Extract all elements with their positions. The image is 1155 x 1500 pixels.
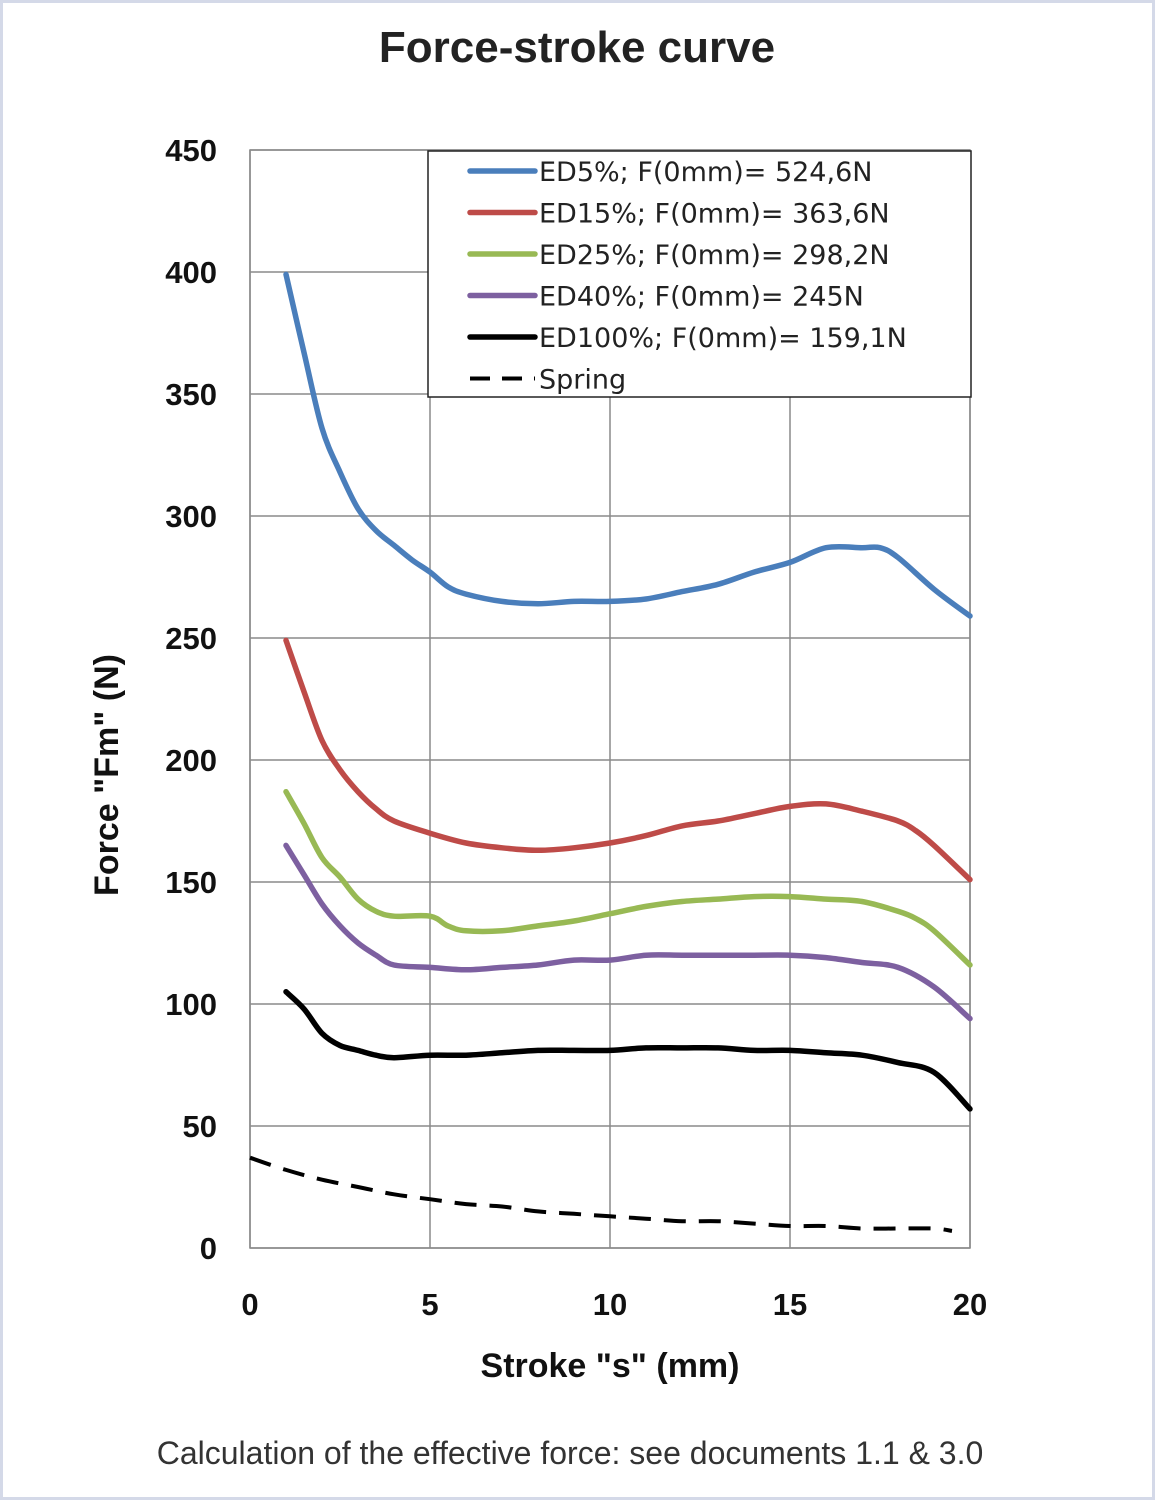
x-tick-label: 20	[953, 1287, 987, 1322]
y-tick-label: 100	[165, 987, 217, 1022]
y-axis-label: Force "Fm" (N)	[88, 654, 126, 896]
x-tick-label: 5	[421, 1287, 438, 1322]
x-tick-label: 15	[773, 1287, 807, 1322]
y-tick-label: 50	[183, 1109, 217, 1144]
caption: Calculation of the effective force: see …	[157, 1435, 984, 1471]
y-tick-label: 250	[165, 621, 217, 656]
y-tick-label: 450	[165, 133, 217, 168]
x-axis-label: Stroke "s" (mm)	[481, 1347, 740, 1385]
series-line-1	[283, 271, 973, 619]
legend-box	[427, 150, 972, 398]
y-tick-label: 300	[165, 499, 217, 534]
y-tick-label: 200	[165, 743, 217, 778]
series-line-4	[283, 842, 973, 1022]
legend-label-6: Spring	[539, 365, 626, 396]
series-line-5	[283, 989, 973, 1112]
series-line-3	[283, 788, 973, 968]
y-tick-label: 400	[165, 255, 217, 290]
y-tick-label: 0	[200, 1231, 217, 1266]
series-line-2	[283, 637, 973, 883]
chart-title: Force-stroke curve	[379, 23, 775, 72]
series-line-6	[249, 1155, 953, 1233]
legend: ED5%; F(0mm)= 524,6N ED15%; F(0mm)= 363,6…	[427, 150, 972, 398]
x-tick-labels: 0 5 10 15 20	[241, 1287, 987, 1322]
legend-label-4: ED40%; F(0mm)= 245N	[539, 282, 864, 313]
y-tick-label: 350	[165, 377, 217, 412]
y-tick-labels: 0 50 100 150 200 250 300 350 400 450	[165, 133, 217, 1266]
x-tick-label: 0	[241, 1287, 258, 1322]
legend-label-5: ED100%; F(0mm)= 159,1N	[539, 323, 907, 354]
x-tick-label: 10	[593, 1287, 627, 1322]
series-layer	[249, 271, 973, 1233]
legend-label-3: ED25%; F(0mm)= 298,2N	[539, 240, 890, 271]
legend-label-1: ED5%; F(0mm)= 524,6N	[539, 157, 872, 188]
y-tick-label: 150	[165, 865, 217, 900]
legend-label-2: ED15%; F(0mm)= 363,6N	[539, 199, 890, 230]
